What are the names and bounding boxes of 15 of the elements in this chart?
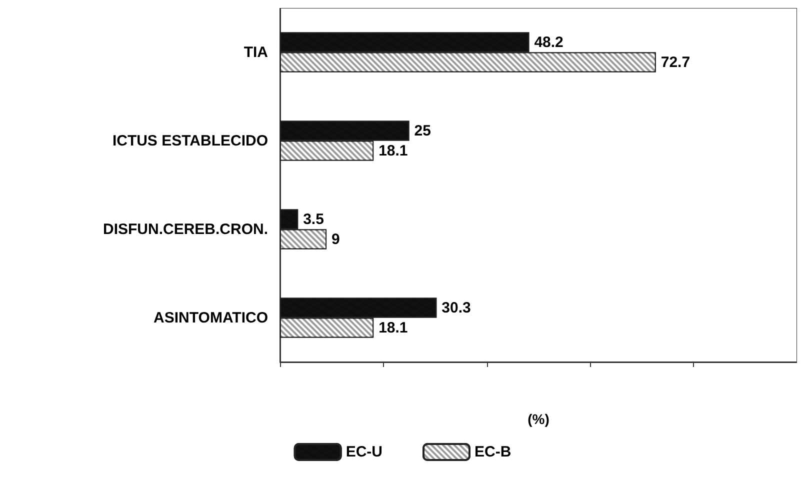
y-tick-label: ICTUS ESTABLECIDO [112, 132, 268, 150]
legend-label: EC-U [346, 444, 383, 460]
y-tick-label: TIA [244, 44, 268, 61]
data-label: 30.3 [442, 299, 471, 316]
y-tick-label: ASINTOMATICO [154, 309, 268, 326]
legend-label: EC-B [474, 444, 512, 460]
data-label: 9 [332, 230, 340, 248]
data-label: 18.1 [378, 319, 408, 336]
data-label: 18.1 [378, 142, 408, 160]
data-label: 25 [414, 122, 431, 140]
y-tick-label: DISFUN.CEREB.CRON. [102, 220, 268, 238]
data-label: 72.7 [660, 54, 690, 71]
x-axis-title: (%) [528, 411, 550, 427]
data-label: 3.5 [303, 210, 324, 228]
data-label: 48.2 [534, 34, 564, 51]
